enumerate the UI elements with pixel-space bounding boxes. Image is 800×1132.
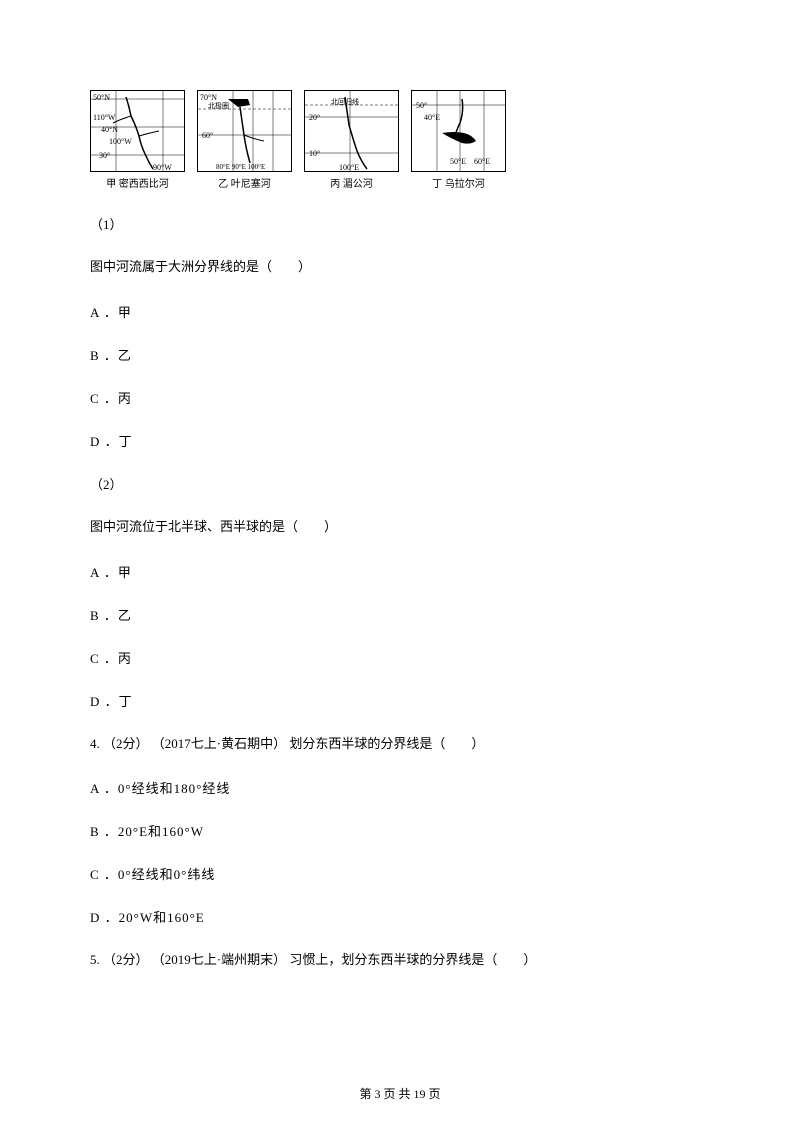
map-frame-4: 50° 40°E 50°E 60°E [411, 90, 506, 172]
map-box-4: 50° 40°E 50°E 60°E 丁 乌拉尔河 [411, 90, 506, 190]
map-label: 北极圈 [208, 101, 229, 111]
q2-option-b: B ．乙 [90, 605, 710, 624]
question-5-text: 5. （2分） （2019七上·端州期末） 习惯上，划分东西半球的分界线是（ ） [90, 950, 710, 971]
map-label: 60°E [474, 157, 490, 166]
sub-question-2-text: 图中河流位于北半球、西半球的是（ ） [90, 517, 710, 538]
map-label: 110°W [93, 113, 115, 122]
map-label: 60° [202, 131, 213, 140]
sub-question-1-text: 图中河流属于大洲分界线的是（ ） [90, 257, 710, 278]
map-label: 北回归线 [331, 97, 359, 107]
q1-option-c: C ．丙 [90, 388, 710, 407]
map-caption-2: 乙 叶尼塞河 [218, 175, 271, 190]
map-caption-1: 甲 密西西比河 [106, 175, 169, 190]
map-label: 80°E 90°E 100°E [216, 163, 265, 171]
map-label: 30° [99, 151, 110, 160]
q1-option-a: A ．甲 [90, 302, 710, 321]
page-footer: 第 3 页 共 19 页 [0, 1085, 800, 1102]
q4-option-b: B ．20°E和160°W [90, 821, 710, 840]
map-label: 90°W [153, 163, 172, 172]
map-label: 50° [416, 101, 427, 110]
q4-option-c: C ．0°经线和0°纬线 [90, 864, 710, 883]
maps-row: 50°N 110°W 40°N 100°W 30° 90°W 甲 密西西比河 7… [90, 90, 710, 190]
map-frame-1: 50°N 110°W 40°N 100°W 30° 90°W [90, 90, 185, 172]
map-label: 20° [309, 113, 320, 122]
map-box-2: 70°N 北极圈 60° 80°E 90°E 100°E 乙 叶尼塞河 [197, 90, 292, 190]
map-frame-3: 北回归线 20° 10° 100°E [304, 90, 399, 172]
q2-option-d: D ．丁 [90, 691, 710, 710]
sub-question-1-number: （1） [90, 214, 710, 233]
map-caption-3: 丙 湄公河 [330, 175, 373, 190]
map-label: 50°E [450, 157, 466, 166]
q4-option-d: D ．20°W和160°E [90, 907, 710, 926]
q2-option-c: C ．丙 [90, 648, 710, 667]
sub-question-2-number: （2） [90, 474, 710, 493]
q1-option-d: D ．丁 [90, 431, 710, 450]
map-label: 100°W [109, 137, 132, 146]
map-label: 40°E [424, 113, 440, 122]
map-label: 50°N [93, 93, 110, 102]
map-label: 40°N [101, 125, 118, 134]
map-box-1: 50°N 110°W 40°N 100°W 30° 90°W 甲 密西西比河 [90, 90, 185, 190]
map-box-3: 北回归线 20° 10° 100°E 丙 湄公河 [304, 90, 399, 190]
map-label: 10° [309, 149, 320, 158]
q4-option-a: A ．0°经线和180°经线 [90, 778, 710, 797]
question-4-text: 4. （2分） （2017七上·黄石期中） 划分东西半球的分界线是（ ） [90, 734, 710, 755]
q2-option-a: A ．甲 [90, 562, 710, 581]
map-caption-4: 丁 乌拉尔河 [432, 175, 485, 190]
map-frame-2: 70°N 北极圈 60° 80°E 90°E 100°E [197, 90, 292, 172]
q1-option-b: B ．乙 [90, 345, 710, 364]
map-label: 100°E [339, 163, 359, 172]
